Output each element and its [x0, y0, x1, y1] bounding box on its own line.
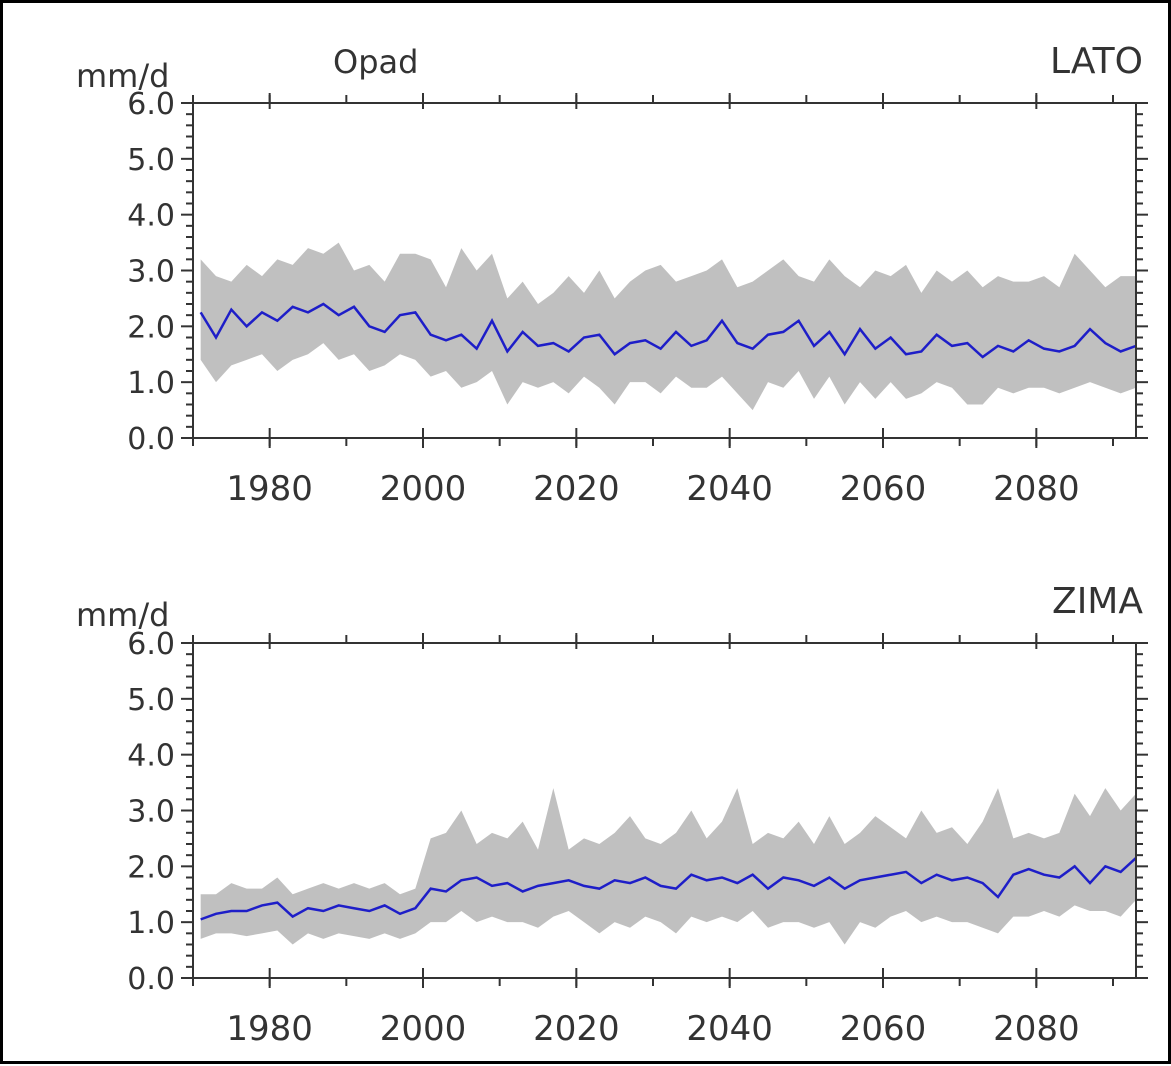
x-tick-label: 2060: [840, 1009, 927, 1049]
mean-series-line: [199, 302, 1136, 359]
mean-series-line: [200, 857, 1136, 921]
x-tick-label: 2080: [993, 469, 1080, 509]
y-tick-label: 6.0: [127, 627, 175, 662]
y-tick-label: 3.0: [127, 795, 175, 830]
y-axis-unit-label: mm/d: [76, 596, 169, 634]
chart-panel-zima: mm/d ZIMA 0.0 1.0 2.0 3.0 4.0 5.0 6.0 1980 2000 2…: [76, 581, 1148, 1049]
chart-title: Opad: [333, 43, 418, 81]
y-tick-label: 5.0: [127, 143, 175, 178]
y-axis-unit-label: mm/d: [76, 57, 169, 95]
x-tick-label: 2060: [840, 469, 927, 509]
y-tick-label: 4.0: [127, 199, 175, 234]
y-tick-label: 2.0: [127, 310, 175, 345]
season-label: LATO: [1050, 41, 1143, 82]
season-label: ZIMA: [1052, 581, 1143, 622]
y-tick-label: 2.0: [127, 850, 175, 885]
y-tick-label: 0.0: [127, 962, 175, 997]
y-tick-label: 1.0: [127, 906, 175, 941]
x-tick-label: 2080: [993, 1009, 1080, 1049]
y-tick-label: 4.0: [127, 739, 175, 774]
y-tick-label: 5.0: [127, 683, 175, 718]
x-tick-label: 2000: [380, 469, 467, 509]
x-tick-label: 1980: [226, 469, 313, 509]
spread-band: [200, 788, 1136, 945]
chart-panel-lato: mm/d Opad LATO 0.0 1.0 2.0 3.0 4.0 5.0 6.0 1980…: [76, 41, 1148, 509]
x-tick-label: 2040: [686, 469, 773, 509]
x-tick-label: 2020: [533, 1009, 620, 1049]
spread-band: [200, 242, 1136, 411]
y-tick-label: 6.0: [127, 87, 175, 122]
precipitation-chart: mm/d Opad LATO 0.0 1.0 2.0 3.0 4.0 5.0 6.0 1980…: [76, 41, 1148, 1049]
x-tick-label: 2000: [380, 1009, 467, 1049]
x-tick-label: 2040: [686, 1009, 773, 1049]
x-tick-label: 1980: [226, 1009, 313, 1049]
y-tick-label: 3.0: [127, 255, 175, 290]
y-tick-label: 1.0: [127, 366, 175, 401]
x-tick-label: 2020: [533, 469, 620, 509]
y-tick-label: 0.0: [127, 422, 175, 457]
